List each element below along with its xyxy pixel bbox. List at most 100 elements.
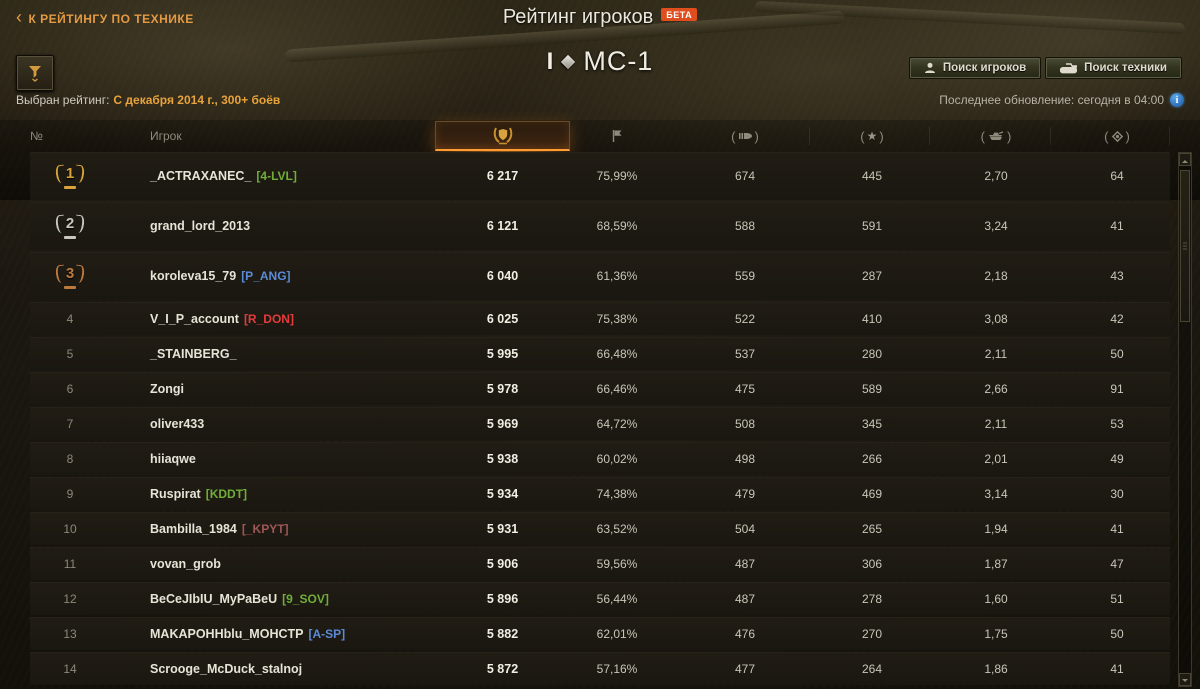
rank-cell: 2 2 [30,214,110,239]
table-row[interactable]: 14 14 Scrooge_McDuck_stalnoj 5 872 57,16… [30,652,1170,685]
player-cell[interactable]: Ruspirat [KDDT] [150,487,440,501]
column-header-win-rate[interactable] [557,121,677,151]
table-row[interactable]: 5 5 _STAINBERG_ 5 995 66,48% 537 280 2,1… [30,337,1170,370]
avg-xp-value: 306 [861,556,883,571]
table-row[interactable]: 7 7 oliver433 5 969 64,72% 508 345 2,11 … [30,407,1170,440]
rank-number: 13 [63,626,77,641]
clan-tag: [R_DON] [243,311,294,326]
player-cell[interactable]: Scrooge_McDuck_stalnoj [150,662,440,676]
rank-cell: 11 11 [30,557,110,571]
clan-tag: [KDDT] [205,486,248,501]
search-players-label: Поиск игроков [942,62,1027,74]
search-vehicles-label: Поиск техники [1084,62,1167,74]
header-separator [1169,127,1170,145]
player-name: BeCeJIbIU_MyPaBeU [150,591,278,606]
column-header-avg-damage[interactable] [685,121,805,151]
avg-xp-value: 410 [861,311,883,326]
player-cell[interactable]: vovan_grob [150,557,440,571]
avg-frags-value: 1,94 [984,521,1008,536]
column-header-rank[interactable]: № [30,129,43,143]
extra-stat-value: 43 [1110,269,1124,283]
table-row[interactable]: 13 13 MAKAPOHHblu_MOHCTP [A-SP] 5 882 62,… [30,617,1170,650]
extra-stat-value: 64 [1110,169,1124,183]
rating-value: 5 882 [486,626,519,641]
player-cell[interactable]: Zongi [150,382,440,396]
column-header-player[interactable]: Игрок [150,129,182,143]
avg-xp-value: 287 [861,269,883,283]
avg-damage-value: 475 [734,381,756,396]
player-cell[interactable]: Bambilla_1984 [_KPYT] [150,522,440,536]
rating-value: 6 217 [486,169,519,183]
avg-damage-value: 476 [734,626,756,641]
table-row[interactable]: 11 11 vovan_grob 5 906 59,56% 487 306 1,… [30,547,1170,580]
avg-damage-value: 487 [734,556,756,571]
table-row[interactable]: 9 9 Ruspirat[KDDT] 5 934 74,38% 479 469 … [30,477,1170,510]
avg-frags-value: 3,08 [984,311,1008,326]
rank-medal-icon: 1 [54,164,86,189]
avg-damage-value: 477 [734,661,756,676]
player-cell[interactable]: _STAINBERG_ [150,347,440,361]
table-row[interactable]: 4 4 V_I_P_account [R_DON] 6 025 75,38% 52… [30,302,1170,335]
table-row[interactable]: 2 2 grand_lord_2013 6 121 68,59% 588 591… [30,202,1170,250]
player-cell[interactable]: _ACTRAXANEC_ [4-LVL] [150,169,440,183]
rating-value: 6 040 [486,269,519,283]
search-buttons: Поиск игроков Поиск техники [908,57,1182,79]
header-separator [929,127,930,145]
scrollbar[interactable] [1178,152,1192,687]
rank-number: 4 [66,311,74,326]
column-header-avg-xp[interactable]: ★ [812,121,932,151]
column-header-avg-destroyed[interactable] [936,121,1056,151]
clan-tag: [9_SOV] [282,591,329,606]
rank-cell: 5 5 [30,347,110,361]
player-name: koroleva15_79 [150,269,237,283]
scrollbar-thumb[interactable] [1180,170,1190,322]
scrollbar-down-arrow[interactable] [1179,673,1191,686]
header-separator [1050,127,1051,145]
table-row[interactable]: 10 10 Bambilla_1984[_KPYT] 5 931 63,52% … [30,512,1170,545]
win-rate-value: 74,38% [596,486,638,501]
scrollbar-up-arrow[interactable] [1179,153,1191,166]
player-cell[interactable]: MAKAPOHHblu_MOHCTP [A-SP] [150,627,440,641]
extra-stat-value: 47 [1110,556,1124,571]
table-row[interactable]: 8 8 hiiaqwe 5 938 60,02% 498 266 2,01 49 [30,442,1170,475]
player-cell[interactable]: grand_lord_2013 [150,219,440,233]
avg-xp-value: 469 [861,486,883,501]
rank-number: 9 [66,486,74,501]
rank-cell: 4 4 [30,312,110,326]
header-separator [809,127,810,145]
back-to-vehicle-rating-link[interactable]: К РЕЙТИНГУ ПО ТЕХНИКЕ [16,11,194,26]
avg-damage-value: 508 [734,416,756,431]
search-players-button[interactable]: Поиск игроков [908,57,1042,79]
table-row[interactable]: 1 1 _ACTRAXANEC_ [4-LVL] 6 217 75,99% 674… [30,152,1170,200]
extra-stat-value: 41 [1110,661,1124,676]
rating-value: 5 995 [486,346,519,361]
rank-number: 8 [66,451,74,466]
rank-number: 6 [66,381,74,396]
win-rate-value: 75,99% [596,169,638,183]
player-name: _ACTRAXANEC_ [150,169,252,183]
column-header-extra-stat[interactable] [1057,121,1177,151]
rating-value: 6 121 [486,219,519,233]
player-cell[interactable]: oliver433 [150,417,440,431]
extra-stat-value: 30 [1110,486,1124,501]
avg-frags-value: 1,75 [984,626,1008,641]
player-name: Scrooge_McDuck_stalnoj [150,661,303,676]
rank-cell: 10 10 [30,522,110,536]
avg-xp-value: 264 [861,661,883,676]
player-cell[interactable]: koroleva15_79 [P_ANG] [150,269,440,283]
avg-frags-value: 2,66 [984,381,1008,396]
rank-cell: 9 9 [30,487,110,501]
avg-damage-value: 479 [734,486,756,501]
table-header: № Игрок ★ [30,121,1170,151]
table-row[interactable]: 3 3 koroleva15_79 [P_ANG] 6 040 61,36% 55… [30,252,1170,300]
player-name: vovan_grob [150,556,221,571]
search-vehicles-button[interactable]: Поиск техники [1045,57,1182,79]
table-row[interactable]: 12 12 BeCeJIbIU_MyPaBeU [9_SOV] 5 896 56,… [30,582,1170,615]
column-header-rating-selected[interactable] [435,121,570,151]
filter-button[interactable] [16,55,54,91]
info-icon[interactable] [1170,93,1184,107]
player-cell[interactable]: hiiaqwe [150,452,440,466]
player-cell[interactable]: BeCeJIbIU_MyPaBeU [9_SOV] [150,592,440,606]
player-cell[interactable]: V_I_P_account [R_DON] [150,312,440,326]
table-row[interactable]: 6 6 Zongi 5 978 66,46% 475 589 2,66 91 [30,372,1170,405]
